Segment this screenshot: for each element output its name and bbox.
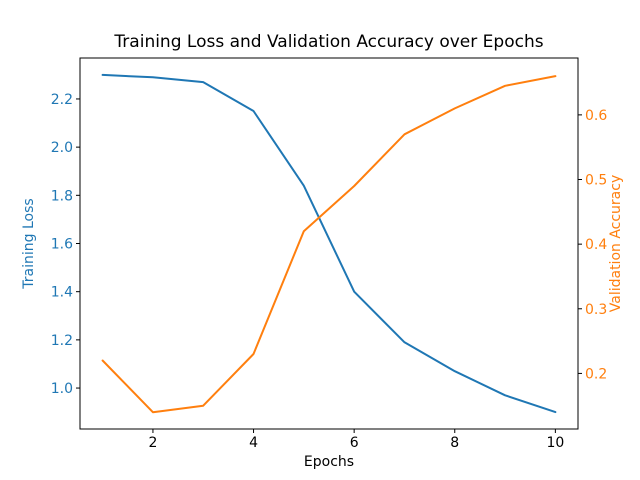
left-y-tick-label: 2.0 <box>51 140 73 156</box>
left-y-tick-label: 1.6 <box>51 237 73 253</box>
axes-frame <box>79 57 579 430</box>
x-tick-label: 10 <box>546 435 564 451</box>
right-y-tick-label: 0.6 <box>585 108 607 124</box>
left-y-tick-label: 1.2 <box>51 333 73 349</box>
series-line-validation-accuracy <box>101 75 557 414</box>
right-y-tick-label: 0.3 <box>585 302 607 318</box>
left-y-tick-label: 1.0 <box>51 381 73 397</box>
left-y-tick-label: 2.2 <box>51 92 73 108</box>
right-y-tick-label: 0.5 <box>585 173 607 189</box>
left-axis-label: Training Loss <box>21 198 37 289</box>
x-tick-label: 4 <box>249 435 258 451</box>
left-y-tick-label: 1.4 <box>51 285 73 301</box>
plot-layer: 2 4 6 8 10 1.0 1.2 1.4 1.6 1.8 2.0 2.2 0.2 0.3 0.4 0.5 0… <box>51 73 607 451</box>
x-tick-label: 6 <box>350 435 359 451</box>
right-y-tick-label: 0.4 <box>585 237 607 253</box>
x-tick-label: 2 <box>148 435 157 451</box>
chart-title: Training Loss and Validation Accuracy ov… <box>113 32 543 52</box>
x-axis-label: Epochs <box>304 454 354 470</box>
right-y-tick-label: 0.2 <box>585 366 607 382</box>
series-line-training-loss <box>101 73 557 414</box>
left-y-tick-label: 1.8 <box>51 188 73 204</box>
x-tick-label: 8 <box>450 435 459 451</box>
right-axis-label: Validation Accuracy <box>608 175 624 313</box>
